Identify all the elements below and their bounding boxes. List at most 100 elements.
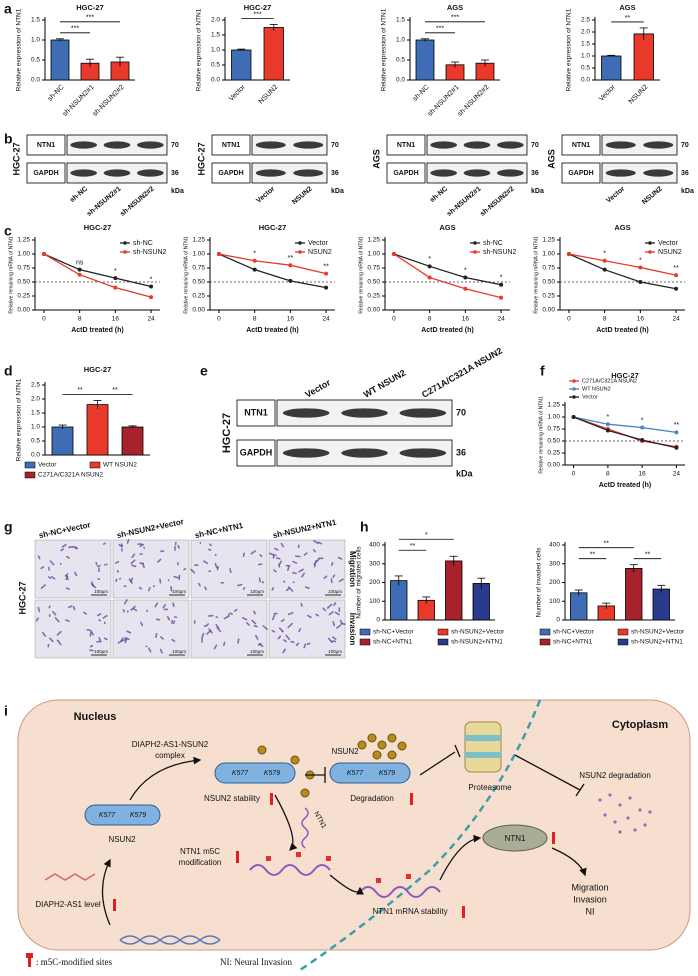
data-point bbox=[674, 286, 679, 291]
stained-cell bbox=[251, 619, 257, 625]
site-label: K579 bbox=[379, 770, 395, 777]
stained-cell bbox=[37, 555, 41, 560]
x-tick-label: 0 bbox=[567, 316, 571, 323]
stained-cell bbox=[285, 587, 290, 592]
blot-band bbox=[255, 169, 286, 177]
ntn1-transcript bbox=[301, 807, 309, 849]
stained-cell bbox=[35, 617, 39, 622]
y-tick-label: 0.50 bbox=[542, 279, 555, 286]
stained-cell bbox=[313, 540, 319, 545]
stained-cell bbox=[300, 602, 303, 607]
protein-label-box bbox=[26, 134, 66, 156]
significance-label: ** bbox=[112, 387, 118, 394]
stained-cell bbox=[303, 643, 307, 649]
significance-label: ** bbox=[77, 387, 83, 394]
y-tick-label: 0.0 bbox=[31, 77, 40, 84]
stained-cell bbox=[40, 566, 45, 570]
data-point bbox=[602, 258, 607, 263]
blot-band bbox=[643, 169, 674, 177]
indicator-bars bbox=[113, 793, 555, 918]
stained-cell bbox=[98, 637, 102, 643]
molecular-weight: 36 bbox=[171, 170, 179, 177]
y-axis-label: Number of invaded cells bbox=[536, 547, 543, 617]
data-point bbox=[288, 278, 293, 283]
blot-membrane bbox=[601, 162, 678, 184]
significance-label: * bbox=[500, 275, 503, 282]
chart-title: AGS bbox=[614, 223, 630, 232]
site-label: K577 bbox=[347, 770, 364, 777]
column-label: sh-NC+Vector bbox=[38, 520, 91, 540]
stained-cell bbox=[214, 562, 218, 569]
legend-swatch bbox=[24, 461, 36, 469]
data-point bbox=[149, 284, 154, 289]
y-tick-label: 1.0 bbox=[31, 424, 40, 431]
cell-line-label: HGC-27 bbox=[221, 413, 233, 453]
stained-cell bbox=[216, 565, 219, 571]
blot-band bbox=[137, 141, 164, 149]
stained-cell bbox=[66, 574, 69, 581]
site-label: K579 bbox=[264, 770, 280, 777]
stained-cell bbox=[52, 611, 57, 616]
protein-label: NTN1 bbox=[572, 142, 590, 149]
protein-label: GAPDH bbox=[218, 170, 243, 177]
data-point bbox=[41, 252, 46, 256]
stained-cell bbox=[61, 543, 67, 548]
stained-cell bbox=[172, 620, 176, 625]
y-tick-label: 0.00 bbox=[17, 307, 30, 314]
stained-cell bbox=[336, 624, 342, 629]
legend-marker bbox=[572, 379, 576, 383]
stained-cell bbox=[155, 618, 161, 621]
outcome: NI bbox=[586, 906, 595, 916]
significance-label: ** bbox=[645, 552, 651, 559]
data-point bbox=[499, 295, 504, 300]
protein-label-box bbox=[236, 399, 276, 427]
molecular-weight: 70 bbox=[681, 142, 689, 149]
legend-label: sh-NSUN2 bbox=[133, 249, 167, 256]
stained-cell bbox=[37, 606, 41, 613]
stained-cell bbox=[48, 605, 51, 609]
x-axis-label: ActD treated (h) bbox=[246, 327, 299, 334]
stained-cell bbox=[177, 545, 180, 549]
legend-label: sh-NSUN2+NTN1 bbox=[631, 639, 683, 646]
stained-cell bbox=[97, 613, 102, 617]
y-tick-label: 0.25 bbox=[192, 293, 205, 300]
label: NSUN2 bbox=[108, 835, 136, 844]
series-line bbox=[573, 416, 677, 434]
stained-cell bbox=[190, 568, 196, 574]
stained-cell bbox=[298, 568, 304, 573]
x-tick-label: 24 bbox=[147, 316, 155, 323]
stained-cell bbox=[124, 637, 130, 641]
y-tick-label: 0.75 bbox=[367, 265, 380, 272]
unit-label: kDa bbox=[456, 468, 474, 478]
protein-label: NTN1 bbox=[244, 407, 268, 417]
significance-label: *** bbox=[253, 11, 261, 18]
blot-band bbox=[103, 169, 131, 177]
legend-swatch bbox=[359, 638, 371, 646]
bar bbox=[601, 55, 622, 81]
blot-band bbox=[430, 169, 457, 177]
chart-title: HGC-27 bbox=[84, 223, 112, 232]
stained-cell bbox=[259, 554, 263, 558]
stained-cell bbox=[278, 560, 283, 566]
significance-label: * bbox=[603, 251, 606, 258]
stained-cell bbox=[272, 614, 276, 621]
legend-text: NI: Neural Invasion bbox=[220, 957, 292, 967]
protein-label: NTN1 bbox=[222, 142, 240, 149]
stained-cell bbox=[54, 617, 60, 623]
label: Proteasome bbox=[468, 783, 512, 792]
blot-band bbox=[282, 408, 330, 418]
cell-line-label: HGC-27 bbox=[17, 581, 27, 614]
molecular-weight: 36 bbox=[531, 170, 539, 177]
y-tick-label: 0.75 bbox=[17, 265, 30, 272]
y-tick-label: 1.0 bbox=[396, 37, 405, 44]
protein-label-box bbox=[236, 439, 276, 467]
series-line bbox=[43, 253, 152, 288]
stained-cell bbox=[139, 543, 145, 548]
stained-cell bbox=[287, 612, 294, 616]
legend-label: sh-NC+NTN1 bbox=[373, 639, 413, 646]
mechanism-diagram: Nucleus Cytoplasm DIAPH2-AS1-NSUN2 compl… bbox=[17, 699, 691, 972]
stained-cell bbox=[255, 634, 259, 640]
stained-cell bbox=[282, 648, 286, 654]
y-tick-label: 1.25 bbox=[192, 237, 205, 244]
